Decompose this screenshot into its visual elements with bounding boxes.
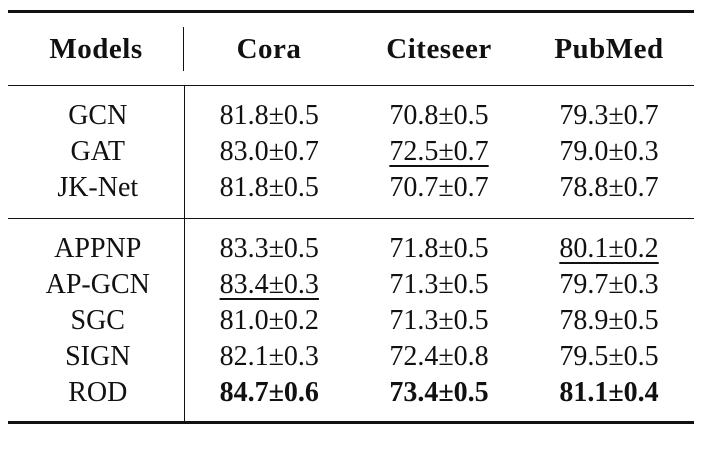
citeseer-value: 70.8±0.5 xyxy=(389,100,489,131)
header-pubmed: PubMed xyxy=(554,33,664,65)
cora-value: 82.1±0.3 xyxy=(219,341,319,372)
table-row: GCN 81.8±0.5 70.8±0.5 79.3±0.7 xyxy=(8,85,694,134)
citeseer-value: 72.4±0.8 xyxy=(389,341,489,372)
pubmed-value: 79.5±0.5 xyxy=(559,341,659,372)
decoupled-group: APPNP 83.3±0.5 71.8±0.5 80.1±0.2 AP-GCN … xyxy=(8,218,694,423)
header-citeseer: Citeseer xyxy=(386,33,492,65)
model-name: GAT xyxy=(8,134,185,170)
pubmed-value: 79.7±0.3 xyxy=(559,269,659,300)
citeseer-value: 71.3±0.5 xyxy=(389,269,489,300)
table-row: SGC 81.0±0.2 71.3±0.5 78.9±0.5 xyxy=(8,303,694,339)
table-row: GAT 83.0±0.7 72.5±0.7 79.0±0.3 xyxy=(8,134,694,170)
table-row: AP-GCN 83.4±0.3 71.3±0.5 79.7±0.3 xyxy=(8,267,694,303)
table-row: APPNP 83.3±0.5 71.8±0.5 80.1±0.2 xyxy=(8,218,694,268)
results-table-container: Models Cora Citeseer PubMed GCN 81.8±0.5… xyxy=(8,10,694,424)
pubmed-value: 79.3±0.7 xyxy=(559,100,659,131)
best-pubmed-value: 81.1±0.4 xyxy=(559,377,659,408)
header-models: Models xyxy=(8,12,184,86)
table-header: Models Cora Citeseer PubMed xyxy=(8,11,694,86)
cora-value: 81.8±0.5 xyxy=(219,100,319,131)
table-row: ROD 84.7±0.6 73.4±0.5 81.1±0.4 xyxy=(8,375,694,423)
model-name: SGC xyxy=(8,303,185,339)
pubmed-value: 80.1±0.2 xyxy=(524,219,694,268)
model-name: ROD xyxy=(8,375,185,423)
citeseer-value: 72.5±0.7 xyxy=(354,134,524,170)
baseline-group: GCN 81.8±0.5 70.8±0.5 79.3±0.7 GAT 83.0±… xyxy=(8,85,694,219)
pubmed-value: 78.8±0.7 xyxy=(559,172,659,203)
table-row: JK-Net 81.8±0.5 70.7±0.7 78.8±0.7 xyxy=(8,170,694,219)
best-cora-value: 84.7±0.6 xyxy=(219,377,319,408)
pubmed-value: 79.0±0.3 xyxy=(559,136,659,167)
citeseer-value: 70.7±0.7 xyxy=(389,172,489,203)
cora-value: 83.3±0.5 xyxy=(219,233,319,264)
second-best-value: 80.1±0.2 xyxy=(559,233,659,264)
model-name: JK-Net xyxy=(8,170,185,219)
table-row: SIGN 82.1±0.3 72.4±0.8 79.5±0.5 xyxy=(8,339,694,375)
model-name: AP-GCN xyxy=(8,267,185,303)
cora-value: 83.4±0.3 xyxy=(184,267,354,303)
model-name: APPNP xyxy=(8,218,185,267)
results-table: Models Cora Citeseer PubMed GCN 81.8±0.5… xyxy=(8,10,694,424)
citeseer-value: 71.8±0.5 xyxy=(389,233,489,264)
cora-value: 81.0±0.2 xyxy=(219,305,319,336)
header-cora: Cora xyxy=(236,33,302,65)
second-best-value: 72.5±0.7 xyxy=(389,136,489,167)
cora-value: 81.8±0.5 xyxy=(219,172,319,203)
header-row: Models Cora Citeseer PubMed xyxy=(8,11,694,86)
citeseer-value: 71.3±0.5 xyxy=(389,305,489,336)
cora-value: 83.0±0.7 xyxy=(219,136,319,167)
pubmed-value: 78.9±0.5 xyxy=(559,305,659,336)
best-citeseer-value: 73.4±0.5 xyxy=(389,377,489,408)
model-name: SIGN xyxy=(8,339,185,375)
second-best-value: 83.4±0.3 xyxy=(219,269,319,300)
model-name: GCN xyxy=(8,85,185,134)
